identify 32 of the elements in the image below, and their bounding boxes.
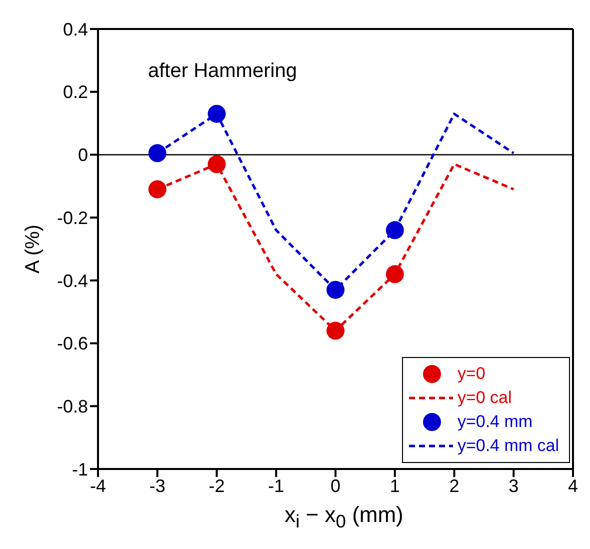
y-tick-label: -0.6 [56, 334, 88, 354]
legend-label: y=0 [457, 364, 486, 384]
x-tick-label: 3 [508, 476, 519, 496]
point [208, 155, 226, 174]
point [148, 180, 166, 198]
legend-label: y=0.4 mm [457, 412, 533, 432]
x-tick-label: 4 [568, 476, 578, 496]
legend-label: y=0.4 mm cal [457, 436, 559, 456]
point [148, 144, 166, 162]
y-tick-label: -0.2 [56, 208, 88, 228]
point [208, 104, 226, 123]
x-tick-label: -1 [268, 476, 284, 496]
legend-label: y=0 cal [457, 388, 512, 408]
point [386, 265, 404, 284]
x-axis-title: x$_{i}$ − x$_{0}$ (mm) [284, 502, 404, 532]
y-axis-title: A (%) [22, 224, 44, 274]
x-tick-label: -4 [90, 476, 106, 496]
point [326, 280, 344, 299]
annotation: after Hammering [148, 60, 297, 83]
y-tick-label: -1 [72, 459, 88, 480]
x-tick-label: 2 [449, 476, 460, 496]
x-tick-label: 0 [330, 476, 341, 496]
y-tick-label: 0.4 [62, 19, 88, 40]
y-tick-label: -0.4 [56, 270, 88, 291]
y-tick-label: 0.2 [62, 82, 88, 102]
point [326, 322, 344, 340]
y-tick-label: 0 [78, 145, 88, 166]
x-tick-label: 1 [390, 476, 400, 496]
y-tick-label: -0.8 [56, 396, 88, 417]
x-tick-label: -2 [208, 476, 225, 496]
x-tick-label: -3 [149, 476, 166, 496]
point [386, 221, 404, 240]
